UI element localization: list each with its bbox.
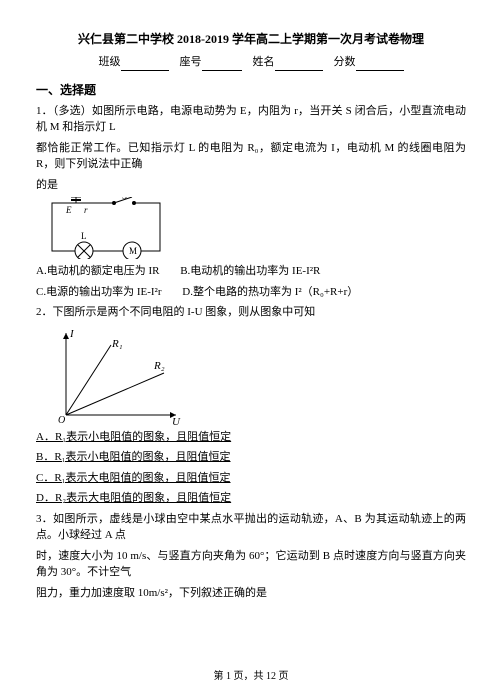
q1-stem-line3: 的是 <box>36 177 466 194</box>
blank-class[interactable] <box>121 59 169 71</box>
chart-label-R2: R₂ <box>153 360 165 372</box>
q2-chart-figure: I U O R₁ R₂ <box>46 325 466 425</box>
chart-axis-I: I <box>69 328 75 340</box>
blank-seat[interactable] <box>202 59 242 71</box>
q1-optA: A.电动机的额定电压为 IR <box>36 265 159 277</box>
q3-stem-line1: 3．如图所示，虚线是小球由空中某点水平抛出的运动轨迹，A、B 为其运动轨迹上的两… <box>36 511 466 544</box>
footer-total: 12 <box>266 671 276 682</box>
q2-optB: B．R₁表示小电阻值的图象，且阻值恒定 <box>36 451 231 463</box>
chart-origin: O <box>58 415 65 425</box>
section-heading: 一、选择题 <box>36 81 466 99</box>
footer-mid: 页，共 <box>234 671 264 682</box>
circuit-label-L: L <box>81 231 87 241</box>
q2-optA: A．R₁表示小电阻值的图象，且阻值恒定 <box>36 431 231 443</box>
chart-axis-U: U <box>172 416 181 425</box>
label-class: 班级 <box>99 56 121 68</box>
label-score: 分数 <box>334 56 356 68</box>
blank-name[interactable] <box>275 59 323 71</box>
q1-stem-line1: 1．（多选）如图所示电路，电源电动势为 E，内阻为 r，当开关 S 闭合后，小型… <box>36 103 466 136</box>
page-title: 兴仁县第二中学校 2018-2019 学年高二上学期第一次月考试卷物理 <box>36 30 466 48</box>
q1-optD: D.整个电路的热功率为 I²（R₀+R+r） <box>182 286 358 298</box>
circuit-label-r: r <box>84 205 88 215</box>
footer-left: 第 <box>214 671 224 682</box>
footer-page: 1 <box>226 671 231 682</box>
label-name: 姓名 <box>253 56 275 68</box>
circuit-label-M: M <box>129 246 137 256</box>
circuit-label-E: E <box>65 205 72 215</box>
q1-circuit-figure: E r S L M <box>46 197 466 259</box>
page-footer: 第 1 页，共 12 页 <box>0 669 502 684</box>
circuit-label-S: S <box>122 197 127 201</box>
blank-score[interactable] <box>356 59 404 71</box>
q1-optC: C.电源的输出功率为 IE-I²r <box>36 286 162 298</box>
chart-label-R1: R₁ <box>111 338 123 350</box>
label-seat: 座号 <box>180 56 202 68</box>
q3-stem-line2: 时，速度大小为 10 m/s、与竖直方向夹角为 60°；它运动到 B 点时速度方… <box>36 548 466 581</box>
q1-optB: B.电动机的输出功率为 IE-I²R <box>180 265 320 277</box>
footer-right: 页 <box>279 671 289 682</box>
q3-stem-line3: 阻力，重力加速度取 10m/s²，下列叙述正确的是 <box>36 585 466 602</box>
q2-optC: C．R₁表示大电阻值的图象，且阻值恒定 <box>36 472 231 484</box>
q2-stem: 2．下图所示是两个不同电阻的 I-U 图象，则从图象中可知 <box>36 304 466 321</box>
q1-options-row2: C.电源的输出功率为 IE-I²r D.整个电路的热功率为 I²（R₀+R+r） <box>36 284 466 301</box>
q2-optD: D．R₂表示大电阻值的图象，且阻值恒定 <box>36 492 231 504</box>
q1-options-row1: A.电动机的额定电压为 IR B.电动机的输出功率为 IE-I²R <box>36 263 466 280</box>
q1-stem-line2: 都恰能正常工作。已知指示灯 L 的电阻为 R₀，额定电流为 I，电动机 M 的线… <box>36 140 466 173</box>
info-blanks-row: 班级 座号 姓名 分数 <box>36 54 466 71</box>
